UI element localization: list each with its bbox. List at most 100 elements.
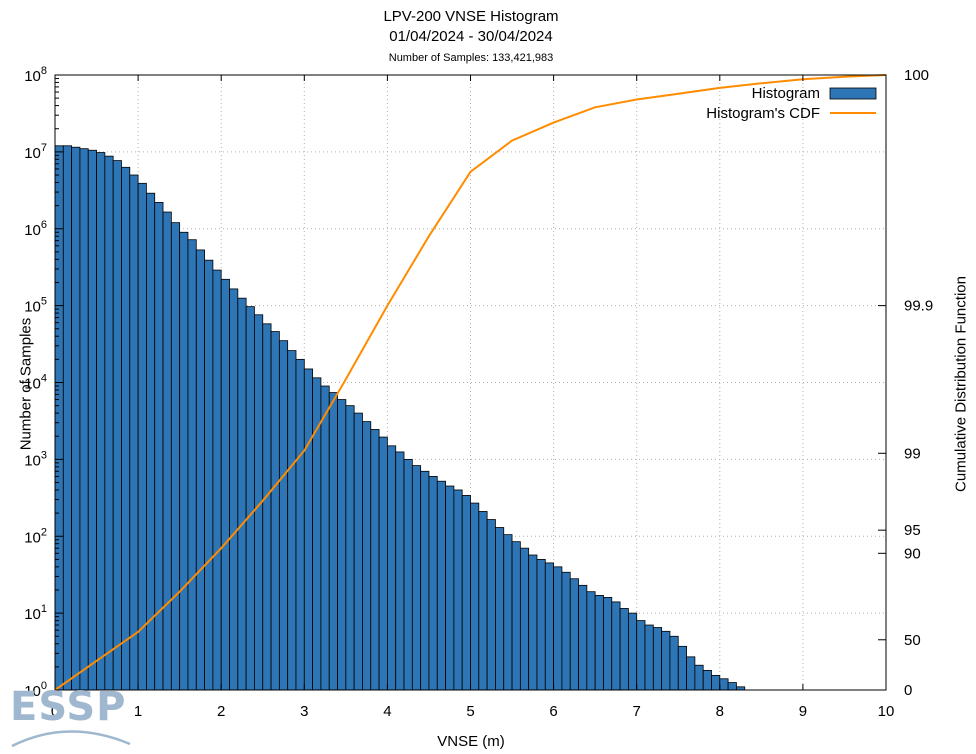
histogram-bar xyxy=(121,166,131,691)
histogram-bar xyxy=(137,182,147,691)
x-tick-label: 4 xyxy=(383,703,391,720)
histogram-bar xyxy=(278,340,289,691)
histogram-bar xyxy=(619,608,629,691)
histogram-bar xyxy=(386,445,397,691)
y2-tick-label: 0 xyxy=(904,682,912,699)
y-axis-label: Number of Samples xyxy=(17,317,35,451)
histogram-bar xyxy=(154,202,164,691)
histogram-bar xyxy=(511,541,521,691)
histogram-bar xyxy=(162,211,172,691)
y2-tick-label: 95 xyxy=(904,522,921,539)
y-tick-label: 103 xyxy=(24,449,47,469)
histogram-bar xyxy=(603,597,613,691)
sample-count: Number of Samples: 133,421,983 xyxy=(388,52,554,64)
histogram-bar xyxy=(187,239,197,691)
x-tick-label: 0 xyxy=(51,703,59,720)
histogram-bar xyxy=(54,145,64,691)
y2-tick-label: 100 xyxy=(904,67,929,84)
histogram-bar xyxy=(420,470,430,691)
histogram-bar xyxy=(553,566,563,691)
histogram-bar xyxy=(652,627,663,691)
histogram-bar xyxy=(71,146,81,691)
histogram-bar xyxy=(212,269,222,691)
histogram-bar xyxy=(195,249,205,691)
x-tick-label: 7 xyxy=(633,703,641,720)
y-tick-label: 106 xyxy=(24,219,47,239)
histogram-bar xyxy=(112,160,122,691)
histogram-bar xyxy=(270,331,280,691)
legend-label-cdf: Histogram's CDF xyxy=(706,105,820,122)
logo-arc-icon xyxy=(11,730,131,748)
histogram-bar xyxy=(478,511,488,691)
histogram-bar xyxy=(204,259,214,691)
x-axis-label: VNSE (m) xyxy=(437,733,505,750)
logo-text: ESSP xyxy=(10,684,127,730)
histogram-bar xyxy=(578,584,588,691)
histogram-bars xyxy=(54,145,746,691)
histogram-bar xyxy=(245,306,255,691)
chart-subtitle: 01/04/2024 - 30/04/2024 xyxy=(389,28,553,45)
histogram-bar xyxy=(436,480,446,691)
histogram-bar xyxy=(528,554,538,691)
histogram-bar xyxy=(586,591,596,691)
histogram-bar xyxy=(87,149,97,691)
legend-swatch-histogram xyxy=(829,87,877,100)
y-tick-label: 100 xyxy=(24,680,47,700)
y-tick-label: 105 xyxy=(24,296,47,316)
histogram-bar xyxy=(686,656,696,691)
y-tick-label: 102 xyxy=(24,526,47,546)
histogram-bar xyxy=(627,612,638,691)
histogram-bar xyxy=(220,278,230,691)
histogram-bar xyxy=(320,385,330,691)
histogram-bar xyxy=(644,624,654,691)
histogram-bar xyxy=(594,595,604,691)
y2-tick-label: 50 xyxy=(904,632,921,649)
histogram-bar xyxy=(79,148,89,691)
y-tick-label: 107 xyxy=(24,142,47,162)
x-tick-label: 2 xyxy=(217,703,225,720)
histogram-bar xyxy=(486,519,496,691)
legend-label-histogram: Histogram xyxy=(752,85,820,102)
histogram-bar xyxy=(303,368,314,691)
histogram-bar xyxy=(711,674,721,691)
histogram-bar xyxy=(495,527,505,691)
histogram-bar xyxy=(453,489,463,691)
histogram-bar xyxy=(536,558,546,691)
histogram-bar xyxy=(129,174,139,691)
histogram-bar xyxy=(395,451,405,691)
histogram-bar xyxy=(287,350,297,691)
histogram-bar xyxy=(146,192,156,691)
histogram-bar xyxy=(519,547,530,691)
histogram-bar xyxy=(428,476,438,691)
histogram-bar xyxy=(445,485,455,691)
histogram-bar xyxy=(661,630,671,691)
histogram-bar xyxy=(62,145,73,691)
x-tick-label: 3 xyxy=(300,703,308,720)
x-tick-label: 10 xyxy=(878,703,895,720)
y2-tick-label: 99 xyxy=(904,445,921,462)
histogram-bar xyxy=(677,645,687,691)
axis-ticks: 0 1 2 3 4 5 6 7 8 9 10 100 101 102 103 104 105 106 107 108 0… xyxy=(24,65,933,720)
y2-tick-label: 90 xyxy=(904,545,921,562)
histogram-bar xyxy=(461,494,471,691)
histogram-bar xyxy=(328,392,338,691)
histogram-bar xyxy=(403,458,413,691)
y-tick-label: 101 xyxy=(24,603,47,623)
histogram-bar xyxy=(702,669,712,691)
histogram-bar xyxy=(378,436,388,691)
histogram-bar xyxy=(669,635,679,691)
x-tick-label: 5 xyxy=(466,703,474,720)
histogram-bar xyxy=(719,678,729,691)
histogram-bar xyxy=(569,578,579,691)
histogram-bar xyxy=(611,601,621,691)
histogram-bar xyxy=(170,222,181,691)
y2-tick-label: 99.9 xyxy=(904,298,933,315)
chart-title: LPV-200 VNSE Histogram xyxy=(383,8,559,25)
x-tick-label: 8 xyxy=(716,703,724,720)
histogram-bar xyxy=(470,502,480,691)
essp-logo: ESSP xyxy=(8,684,138,754)
histogram-bar xyxy=(262,323,272,691)
y2-axis-label: Cumulative Distribution Function xyxy=(952,276,970,492)
histogram-bar xyxy=(727,682,737,691)
histogram-bar xyxy=(337,399,347,691)
